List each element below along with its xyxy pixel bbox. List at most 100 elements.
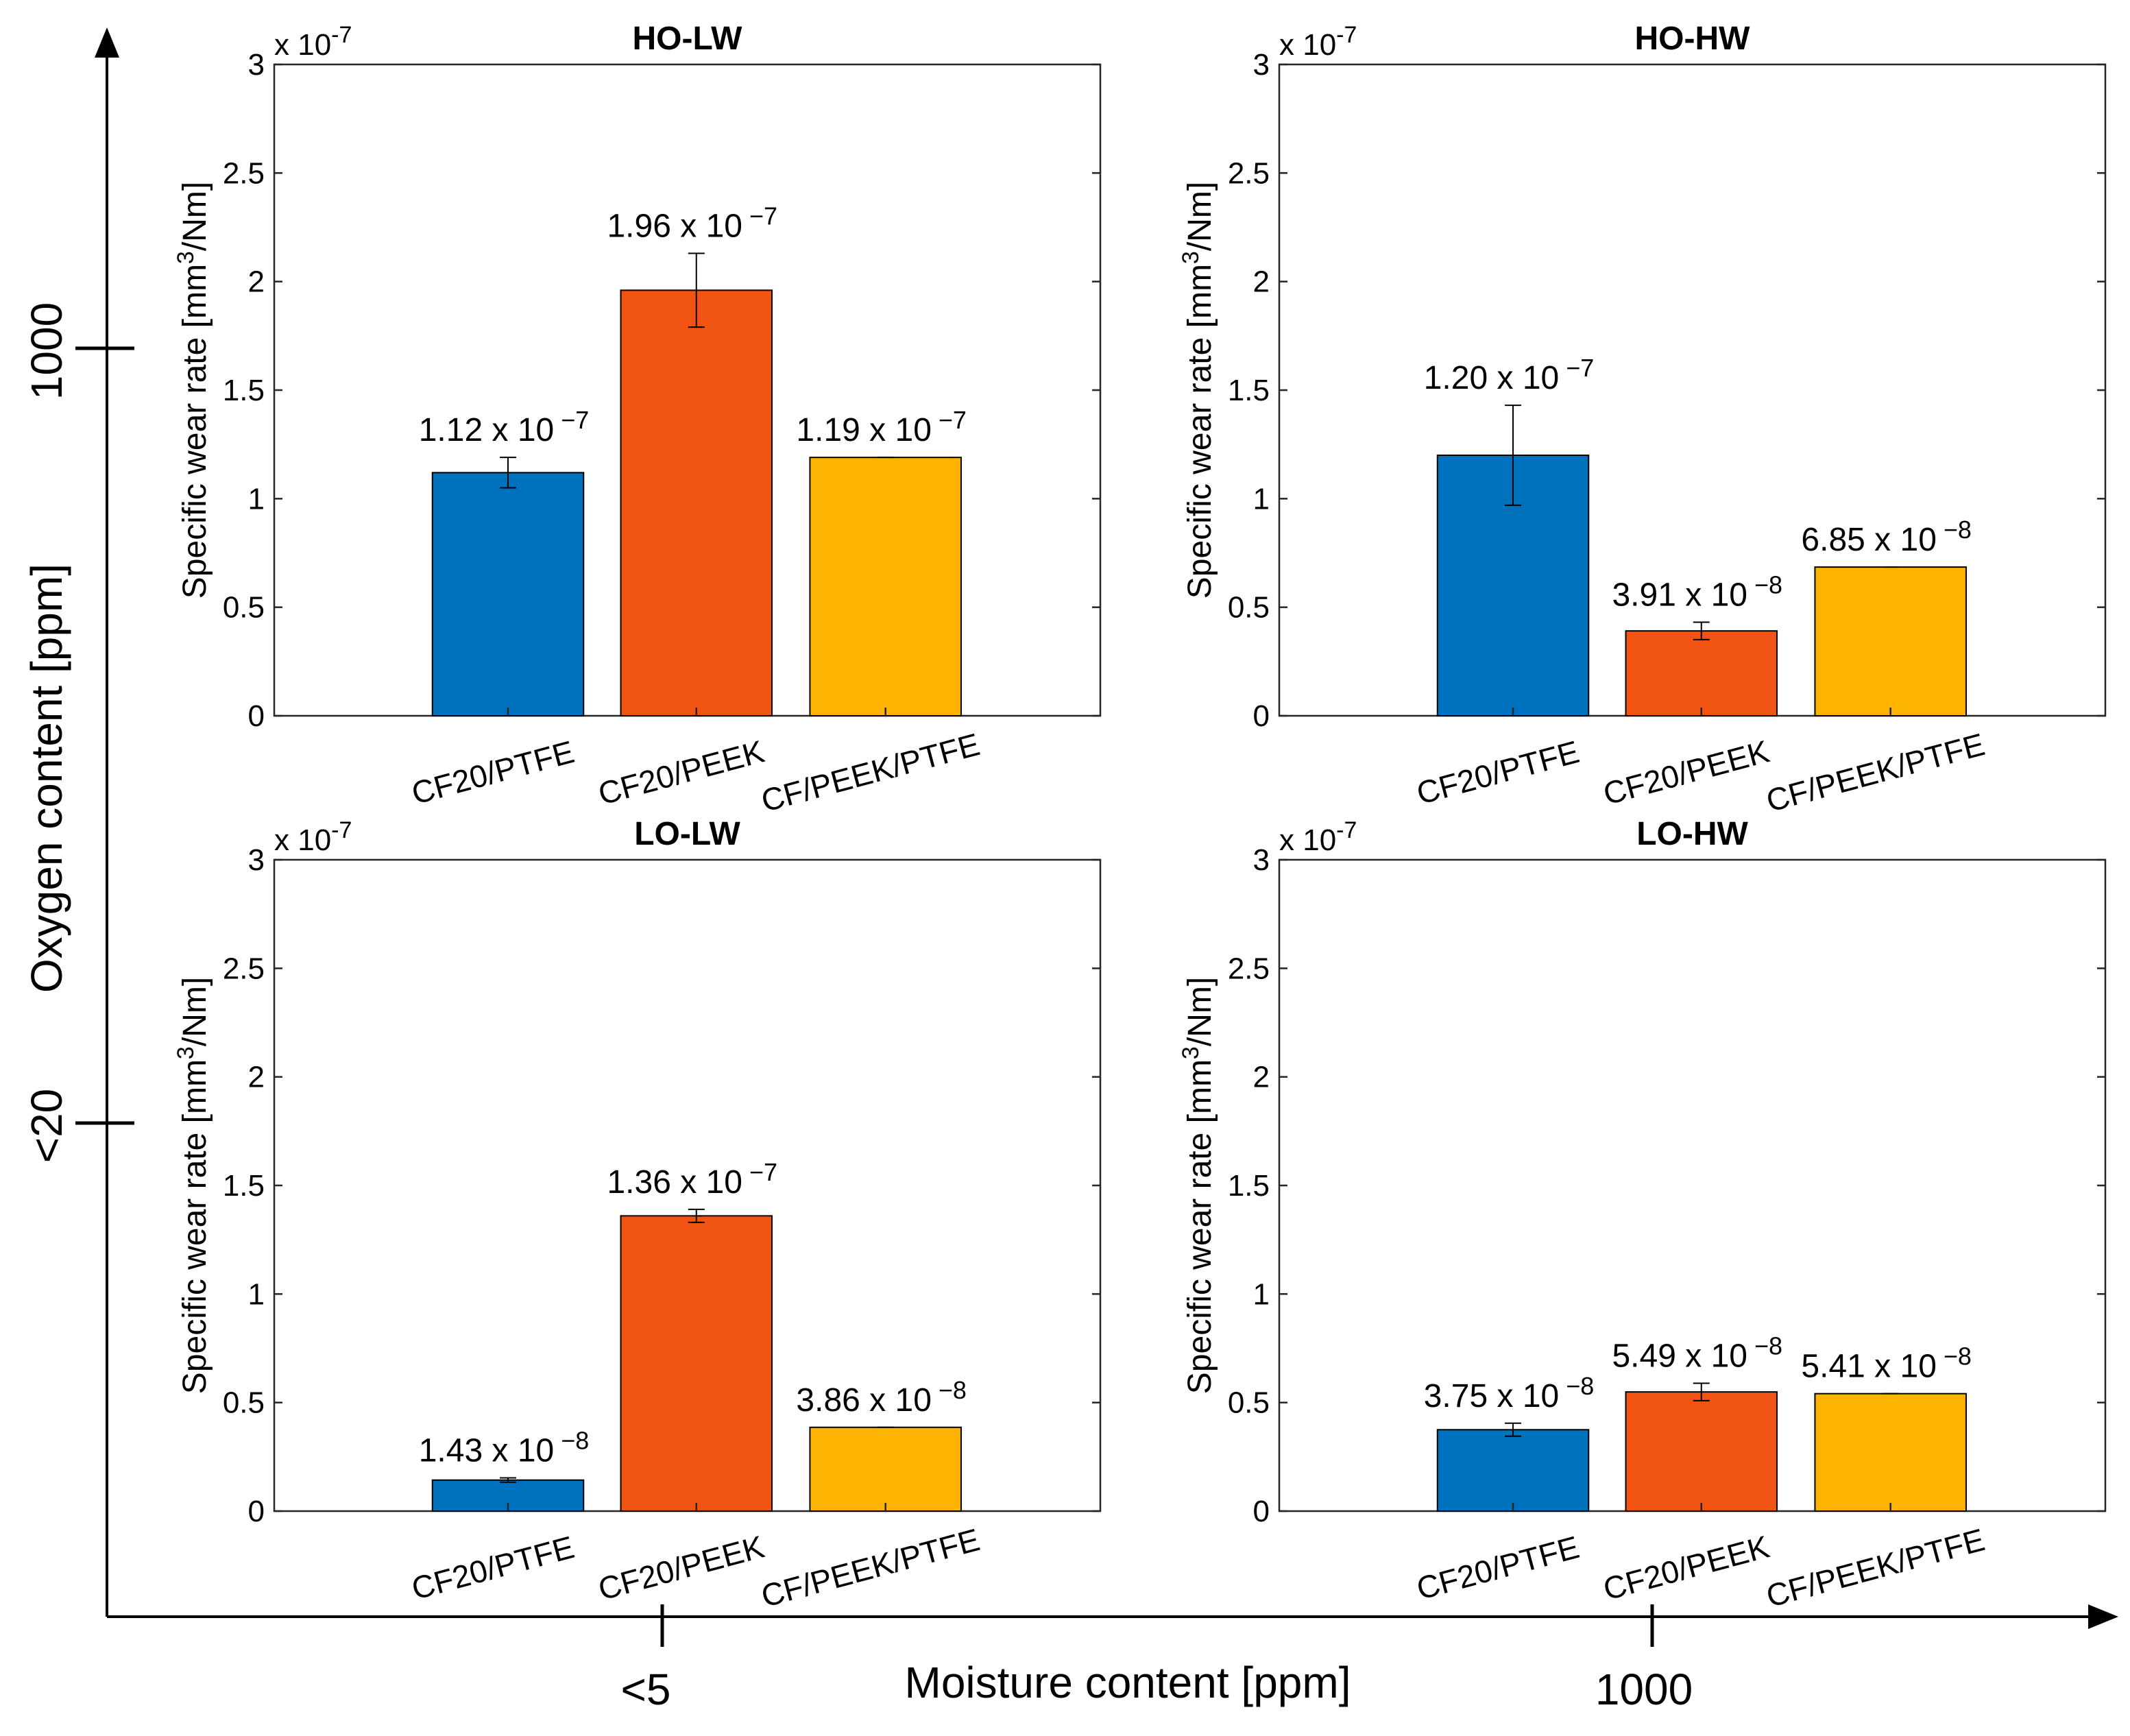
oxygen-axis-arrow bbox=[95, 27, 119, 58]
y-multiplier: x 10-7 bbox=[1279, 22, 1357, 62]
data-label-exponent: −7 bbox=[932, 406, 967, 434]
data-label-mantissa: 1.96 x 10 bbox=[607, 208, 742, 245]
bar-cf20-ptfe bbox=[1436, 1429, 1590, 1512]
y-axis-label: Specific wear rate [mm3/Nm] bbox=[1178, 977, 1218, 1394]
plot-frame bbox=[1278, 63, 2107, 717]
data-label: 3.75 x 10 −8 bbox=[1424, 1372, 1595, 1414]
bar-cf20-peek bbox=[1625, 630, 1778, 717]
data-label-mantissa: 3.75 x 10 bbox=[1424, 1378, 1559, 1414]
moisture-axis-label: Moisture content [ppm] bbox=[905, 1658, 1351, 1707]
y-tick-label: 3 bbox=[1253, 843, 1270, 877]
data-label: 3.91 x 10 −8 bbox=[1612, 571, 1782, 614]
y-tick-label: 0 bbox=[248, 1495, 265, 1528]
data-label: 1.20 x 10 −7 bbox=[1424, 354, 1595, 396]
y-multiplier-exponent: -7 bbox=[331, 817, 352, 843]
data-label: 5.49 x 10 −8 bbox=[1612, 1331, 1782, 1374]
y-axis-label: Specific wear rate [mm3/Nm] bbox=[173, 977, 213, 1394]
bar-cf-peek-ptfe bbox=[809, 457, 962, 717]
y-tick-label: 1 bbox=[1253, 1277, 1270, 1311]
y-tick-label: 0 bbox=[248, 699, 265, 733]
data-label-exponent: −8 bbox=[554, 1427, 589, 1455]
data-label: 6.85 x 10 −8 bbox=[1801, 516, 1972, 558]
y-axis-label-main: Specific wear rate [mm bbox=[1182, 1059, 1218, 1394]
y-tick-label: 1.5 bbox=[1228, 1169, 1270, 1203]
category-label-cf20-ptfe: CF20/PTFE bbox=[1413, 734, 1583, 811]
data-label: 1.36 x 10 −7 bbox=[607, 1158, 777, 1201]
bar-cf-peek-ptfe bbox=[1814, 566, 1967, 716]
bar-cf20-peek bbox=[620, 1215, 773, 1512]
data-label-mantissa: 6.85 x 10 bbox=[1801, 522, 1936, 558]
data-label: 5.41 x 10 −8 bbox=[1801, 1342, 1972, 1385]
y-tick-label: 0.5 bbox=[223, 1386, 265, 1420]
oxygen-tick-label-20: <20 bbox=[22, 1089, 71, 1164]
y-axis-label-end: /Nm] bbox=[177, 182, 213, 251]
y-tick-label: 2.5 bbox=[223, 952, 265, 985]
y-tick-label: 3 bbox=[248, 843, 265, 877]
data-label-exponent: −8 bbox=[1559, 1372, 1594, 1400]
y-tick-label: 2.5 bbox=[1228, 952, 1270, 985]
y-tick-label: 0.5 bbox=[1228, 1386, 1270, 1420]
data-label-exponent: −7 bbox=[1559, 354, 1594, 382]
y-axis-label-main: Specific wear rate [mm bbox=[177, 1059, 213, 1394]
data-label: 1.12 x 10 −7 bbox=[419, 406, 590, 448]
y-axis-label: Specific wear rate [mm3/Nm] bbox=[1178, 182, 1218, 599]
data-label-exponent: −7 bbox=[742, 202, 777, 230]
y-axis-label-sup: 3 bbox=[1178, 1046, 1204, 1059]
panel-lo-lw: 0 0.5 1 1.5 2 2.5 3 x 10-7 LO-LW Specific wear ra… bbox=[173, 816, 1102, 1614]
data-label-mantissa: 3.91 x 10 bbox=[1612, 577, 1747, 614]
y-axis-label-sup: 3 bbox=[173, 251, 199, 264]
data-label: 1.19 x 10 −7 bbox=[796, 406, 967, 448]
y-tick-label: 3 bbox=[1253, 48, 1270, 82]
panel-title: LO-HW bbox=[1636, 816, 1748, 852]
y-tick-label: 1 bbox=[1253, 482, 1270, 516]
data-label-exponent: −7 bbox=[742, 1158, 777, 1186]
data-label-exponent: −8 bbox=[1747, 1331, 1782, 1360]
y-tick-label: 2.5 bbox=[1228, 156, 1270, 190]
category-label-cf-peek-ptfe: CF/PEEK/PTFE bbox=[1763, 1521, 1988, 1614]
y-tick-label: 2 bbox=[248, 265, 265, 299]
y-tick-label: 1.5 bbox=[1228, 374, 1270, 407]
y-tick-label: 1.5 bbox=[223, 374, 265, 407]
y-multiplier-exponent: -7 bbox=[1336, 817, 1357, 843]
outer-axes: 1000 <20 Oxygen content [ppm] <5 1000 Mo… bbox=[22, 27, 2118, 1714]
category-label-cf20-peek: CF20/PEEK bbox=[594, 1528, 768, 1606]
category-label-cf20-peek: CF20/PEEK bbox=[1599, 1528, 1773, 1606]
panel-title: LO-LW bbox=[634, 816, 740, 852]
y-tick-label: 3 bbox=[248, 48, 265, 82]
data-label-mantissa: 1.36 x 10 bbox=[607, 1164, 742, 1201]
data-label-mantissa: 3.86 x 10 bbox=[796, 1382, 931, 1419]
y-multiplier-exponent: -7 bbox=[1336, 22, 1357, 48]
y-tick-label: 1 bbox=[248, 1277, 265, 1311]
y-axis-label-main: Specific wear rate [mm bbox=[177, 264, 213, 599]
moisture-tick-label-5: <5 bbox=[621, 1665, 671, 1714]
category-label-cf-peek-ptfe: CF/PEEK/PTFE bbox=[758, 1521, 983, 1614]
y-axis-label-end: /Nm] bbox=[177, 977, 213, 1046]
y-tick-label: 0 bbox=[1253, 699, 1270, 733]
y-axis-label-main: Specific wear rate [mm bbox=[1182, 264, 1218, 599]
moisture-tick-label-1000: 1000 bbox=[1595, 1665, 1693, 1714]
data-label-exponent: −8 bbox=[932, 1376, 967, 1404]
panel-ho-lw: 0 0.5 1 1.5 2 2.5 3 x 10-7 HO-LW Specific wear ra… bbox=[173, 21, 1102, 819]
y-tick-label: 0 bbox=[1253, 1495, 1270, 1528]
y-multiplier: x 10-7 bbox=[274, 22, 352, 62]
bar-cf-peek-ptfe bbox=[1814, 1393, 1967, 1512]
category-label-cf-peek-ptfe: CF/PEEK/PTFE bbox=[758, 726, 983, 819]
data-label-exponent: −8 bbox=[1747, 571, 1782, 599]
y-tick-label: 2.5 bbox=[223, 156, 265, 190]
y-axis-label: Specific wear rate [mm3/Nm] bbox=[173, 182, 213, 599]
moisture-axis-arrow bbox=[2088, 1604, 2118, 1629]
bar-cf20-peek bbox=[620, 289, 773, 717]
bar-cf20-peek bbox=[1625, 1391, 1778, 1512]
panel-title: HO-HW bbox=[1635, 21, 1751, 57]
y-axis-label-sup: 3 bbox=[173, 1046, 199, 1059]
panel-lo-hw: 0 0.5 1 1.5 2 2.5 3 x 10-7 LO-HW Specific wear ra… bbox=[1178, 816, 2107, 1614]
category-label-cf20-ptfe: CF20/PTFE bbox=[408, 734, 578, 811]
data-label-exponent: −8 bbox=[1937, 1342, 1972, 1371]
data-label-mantissa: 1.43 x 10 bbox=[419, 1433, 554, 1469]
data-label-mantissa: 1.12 x 10 bbox=[419, 412, 554, 448]
category-label-cf20-ptfe: CF20/PTFE bbox=[408, 1529, 578, 1606]
y-tick-label: 2 bbox=[248, 1061, 265, 1094]
y-multiplier-exponent: -7 bbox=[331, 22, 352, 48]
data-label: 3.86 x 10 −8 bbox=[796, 1376, 967, 1419]
